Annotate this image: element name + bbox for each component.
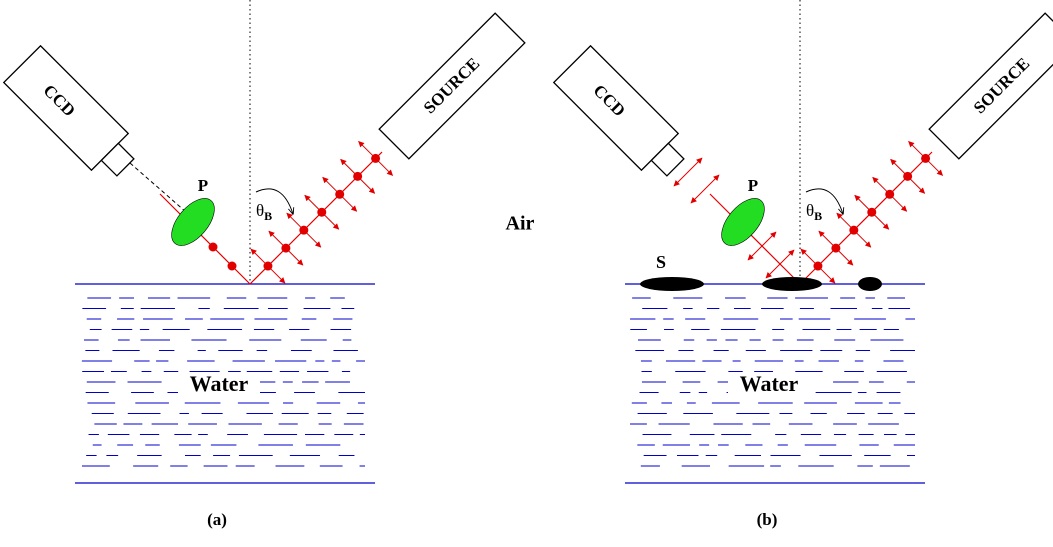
polarization-dot: [299, 226, 308, 235]
angle-subscript: B: [264, 209, 272, 223]
polarization-dot: [849, 226, 858, 235]
polarization-dot: [228, 262, 237, 271]
water-label: Water: [190, 371, 249, 396]
polarizer-label: P: [198, 176, 208, 195]
panel-label: (b): [757, 510, 778, 529]
polarization-dot: [813, 262, 822, 271]
polarization-dot: [885, 190, 894, 199]
polarization-dot: [209, 243, 218, 252]
polarization-dot: [317, 208, 326, 217]
polarization-dot: [371, 154, 380, 163]
angle-subscript: B: [814, 209, 822, 223]
source: SOURCE: [929, 13, 1053, 159]
panel: Water SOURCE CCD PθB (a): [4, 0, 525, 529]
polarization-dot: [281, 244, 290, 253]
polarization-dot: [921, 154, 930, 163]
polarization-dot: [867, 208, 876, 217]
water-label: Water: [740, 371, 799, 396]
angle-symbol: θ: [256, 201, 264, 220]
polarization-dot: [903, 172, 912, 181]
surfactant-patch: [640, 277, 704, 291]
air-label: Air: [506, 213, 535, 235]
diagram: Air WaterSOURCECCDPθB(a)WaterSOURCECCDSP…: [0, 0, 1053, 547]
surfactant-label: S: [656, 252, 666, 272]
polarization-dot: [335, 190, 344, 199]
panel-label: (a): [207, 510, 227, 529]
ccd: CCD: [554, 46, 694, 186]
polarization-dot: [263, 262, 272, 271]
surfactant-patch: [762, 277, 822, 291]
polarization-dot: [831, 244, 840, 253]
surfactant-patch: [858, 277, 882, 291]
angle-symbol: θ: [806, 201, 814, 220]
angle-label: θB: [256, 201, 272, 223]
polarization-dot: [353, 172, 362, 181]
ccd-sightline: [130, 163, 186, 212]
angle-label: θB: [806, 201, 822, 223]
panel: Water SOURCE CCD S PθB (b): [554, 0, 1053, 529]
source: SOURCE: [379, 13, 525, 159]
polarizer-label: P: [748, 176, 758, 195]
ccd: CCD: [4, 46, 144, 186]
